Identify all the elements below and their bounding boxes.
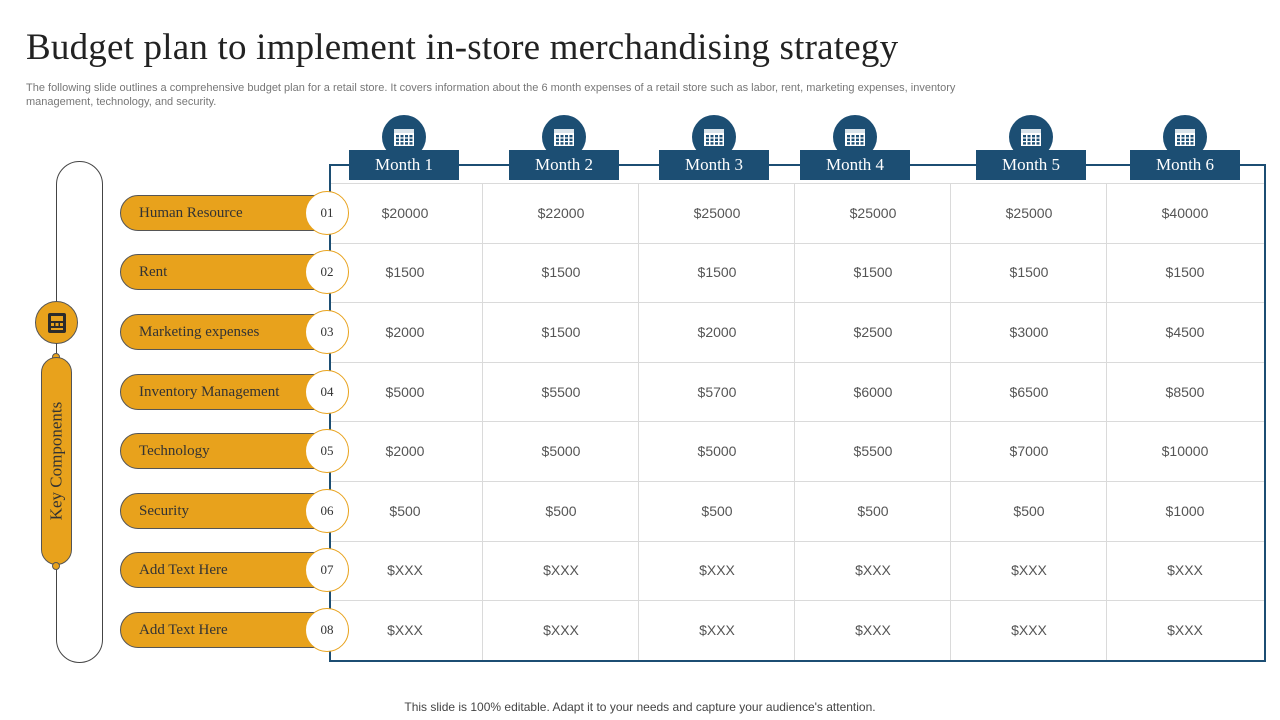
table-cell: $1500 [1009,264,1049,280]
month-header-1: Month 1 [349,150,459,180]
table-cell: $7000 [1009,443,1049,459]
component-number: 08 [305,608,349,652]
table-cell: $25000 [849,205,897,221]
table-cell: $XXX [699,562,735,578]
table-cell: $500 [545,503,577,519]
table-cell: $5700 [697,384,737,400]
table-cell: $500 [389,503,421,519]
row-divider [331,243,1264,244]
table-cell: $1000 [1165,503,1205,519]
row-divider [331,421,1264,422]
table-cell: $5000 [385,384,425,400]
page-title: Budget plan to implement in-store mercha… [26,27,899,68]
row-divider [331,541,1264,542]
table-cell: $500 [701,503,733,519]
month-header-3: Month 3 [659,150,769,180]
budget-table [329,164,1266,662]
table-cell: $XXX [699,622,735,638]
month-header-2: Month 2 [509,150,619,180]
table-cell: $5000 [697,443,737,459]
component-label: Marketing expenses [120,314,328,350]
page-subtitle: The following slide outlines a comprehen… [26,82,956,108]
table-cell: $XXX [387,622,423,638]
table-cell: $XXX [1167,622,1203,638]
row-divider [331,183,1264,184]
component-label: Add Text Here [120,552,328,588]
key-components-label: Key Components [46,401,66,521]
table-cell: $XXX [855,622,891,638]
table-cell: $500 [1013,503,1045,519]
table-cell: $XXX [543,622,579,638]
table-cell: $2000 [385,324,425,340]
table-cell: $10000 [1161,443,1209,459]
footer-note: This slide is 100% editable. Adapt it to… [404,700,876,714]
table-cell: $1500 [1165,264,1205,280]
table-cell: $6500 [1009,384,1049,400]
row-divider [331,362,1264,363]
table-cell: $XXX [855,562,891,578]
table-cell: $5000 [541,443,581,459]
table-cell: $2000 [385,443,425,459]
component-label: Security [120,493,328,529]
row-divider [331,302,1264,303]
component-number: 07 [305,548,349,592]
component-number: 06 [305,489,349,533]
table-cell: $1500 [853,264,893,280]
month-header-6: Month 6 [1130,150,1240,180]
table-cell: $5500 [541,384,581,400]
component-label: Technology [120,433,328,469]
table-cell: $1500 [541,264,581,280]
table-cell: $4500 [1165,324,1205,340]
key-components-pill: Key Components [41,357,72,565]
month-header-5: Month 5 [976,150,1086,180]
table-cell: $20000 [381,205,429,221]
table-cell: $25000 [1005,205,1053,221]
connector-dot-bottom [52,562,60,570]
key-connector [56,343,57,357]
table-cell: $500 [857,503,889,519]
table-cell: $40000 [1161,205,1209,221]
cash-register-icon [35,301,78,344]
table-cell: $XXX [1011,622,1047,638]
table-cell: $2000 [697,324,737,340]
month-header-4: Month 4 [800,150,910,180]
row-divider [331,600,1264,601]
component-number: 03 [305,310,349,354]
table-cell: $1500 [541,324,581,340]
table-cell: $2500 [853,324,893,340]
table-cell: $1500 [697,264,737,280]
table-cell: $1500 [385,264,425,280]
component-number: 01 [305,191,349,235]
table-cell: $25000 [693,205,741,221]
table-cell: $3000 [1009,324,1049,340]
table-cell: $XXX [1011,562,1047,578]
table-cell: $XXX [1167,562,1203,578]
component-number: 04 [305,370,349,414]
table-cell: $XXX [543,562,579,578]
table-cell: $22000 [537,205,585,221]
row-divider [331,481,1264,482]
table-cell: $5500 [853,443,893,459]
table-cell: $8500 [1165,384,1205,400]
component-label: Add Text Here [120,612,328,648]
component-label: Rent [120,254,328,290]
component-number: 05 [305,429,349,473]
table-cell: $6000 [853,384,893,400]
component-label: Human Resource [120,195,328,231]
component-number: 02 [305,250,349,294]
component-label: Inventory Management [120,374,328,410]
table-cell: $XXX [387,562,423,578]
